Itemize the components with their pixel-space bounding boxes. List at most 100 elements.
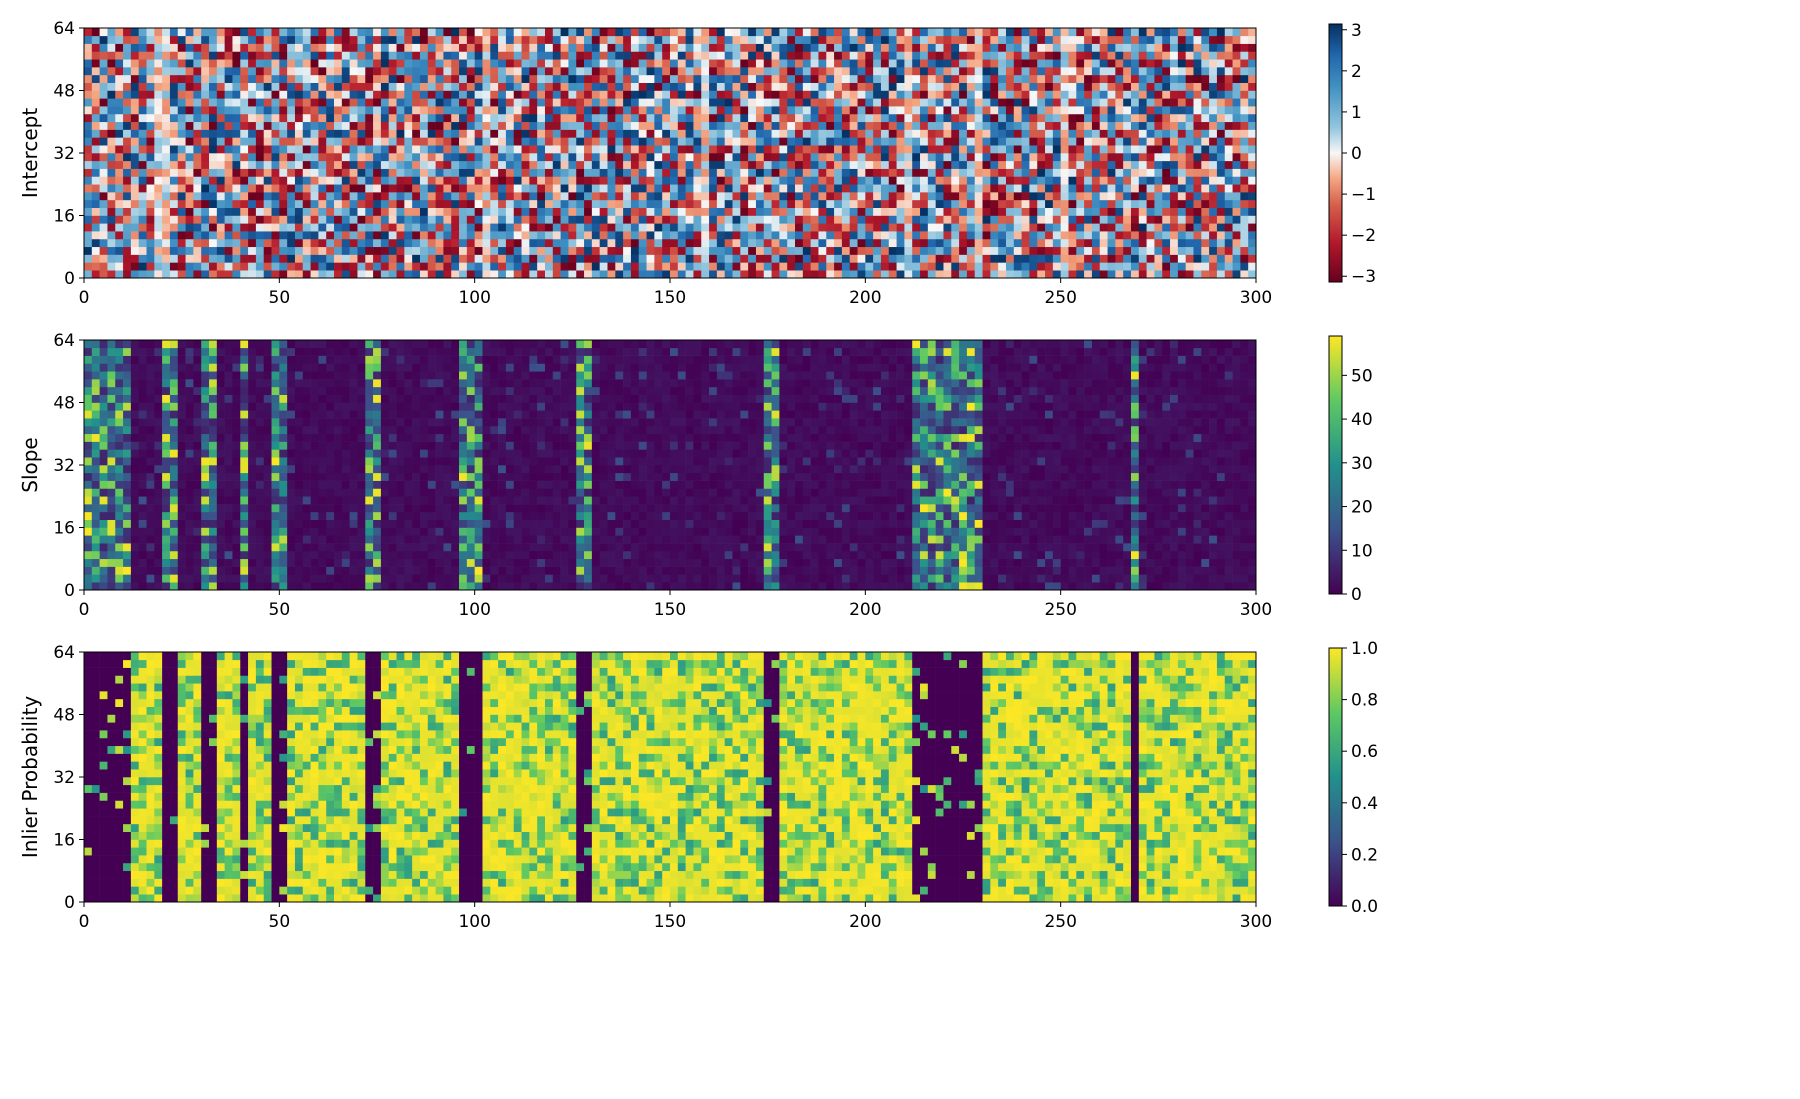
heatmap-cell xyxy=(1240,36,1248,44)
heatmap-cell xyxy=(584,137,592,145)
heatmap-cell xyxy=(217,239,225,247)
heatmap-cell xyxy=(1014,239,1022,247)
heatmap-cell xyxy=(522,145,530,153)
heatmap-cell xyxy=(553,44,561,52)
heatmap-cell xyxy=(990,83,998,91)
heatmap-cell xyxy=(537,130,545,138)
heatmap-cell xyxy=(1068,184,1076,192)
heatmap-cell xyxy=(967,176,975,184)
heatmap-cell xyxy=(943,122,951,130)
heatmap-cell xyxy=(1170,169,1178,177)
heatmap-cell xyxy=(975,216,983,224)
heatmap-cell xyxy=(561,122,569,130)
heatmap-cell xyxy=(373,200,381,208)
heatmap-cell xyxy=(1147,114,1155,122)
heatmap-cell xyxy=(639,231,647,239)
heatmap-cell xyxy=(647,161,655,169)
heatmap-cell xyxy=(147,106,155,114)
heatmap-cell xyxy=(92,145,100,153)
heatmap-cell xyxy=(170,75,178,83)
heatmap-cell xyxy=(740,208,748,216)
heatmap-cell xyxy=(522,59,530,67)
heatmap-cell xyxy=(436,114,444,122)
heatmap-cell xyxy=(834,255,842,263)
heatmap-cell xyxy=(717,28,725,36)
heatmap-cell xyxy=(701,67,709,75)
heatmap-cell xyxy=(397,98,405,106)
heatmap-cell xyxy=(272,184,280,192)
heatmap-cell xyxy=(311,130,319,138)
heatmap-cell xyxy=(107,200,115,208)
heatmap-cell xyxy=(904,262,912,270)
heatmap-cell xyxy=(225,247,233,255)
heatmap-cell xyxy=(522,239,530,247)
heatmap-cell xyxy=(209,223,217,231)
heatmap-cell xyxy=(647,106,655,114)
heatmap-cell xyxy=(826,161,834,169)
heatmap-cell xyxy=(1061,184,1069,192)
heatmap-cell xyxy=(842,262,850,270)
heatmap-cell xyxy=(334,192,342,200)
heatmap-cell xyxy=(154,192,162,200)
heatmap-cell xyxy=(537,169,545,177)
heatmap-cell xyxy=(498,161,506,169)
heatmap-cell xyxy=(803,83,811,91)
heatmap-cell xyxy=(748,114,756,122)
heatmap-cell xyxy=(279,176,287,184)
heatmap-cell xyxy=(631,130,639,138)
heatmap-cell xyxy=(467,153,475,161)
heatmap-cell xyxy=(303,122,311,130)
heatmap-cell xyxy=(272,161,280,169)
heatmap-cell xyxy=(545,91,553,99)
heatmap-cell xyxy=(990,176,998,184)
heatmap-cell xyxy=(584,255,592,263)
heatmap-cell xyxy=(311,91,319,99)
heatmap-cell xyxy=(295,36,303,44)
heatmap-cell xyxy=(975,67,983,75)
heatmap-cell xyxy=(928,91,936,99)
heatmap-cell xyxy=(1193,247,1201,255)
heatmap-cell xyxy=(897,28,905,36)
heatmap-cell xyxy=(834,239,842,247)
heatmap-cell xyxy=(1131,91,1139,99)
heatmap-cell xyxy=(279,184,287,192)
heatmap-cell xyxy=(1233,184,1241,192)
heatmap-cell xyxy=(350,184,358,192)
heatmap-cell xyxy=(1217,184,1225,192)
heatmap-cell xyxy=(1248,208,1256,216)
heatmap-cell xyxy=(1209,130,1217,138)
heatmap-cell xyxy=(115,434,123,442)
heatmap-cell xyxy=(998,130,1006,138)
heatmap-cell xyxy=(232,184,240,192)
heatmap-cell xyxy=(647,255,655,263)
heatmap-cell xyxy=(1201,161,1209,169)
heatmap-cell xyxy=(975,114,983,122)
heatmap-cell xyxy=(576,161,584,169)
heatmap-cell xyxy=(1193,114,1201,122)
heatmap-cell xyxy=(107,91,115,99)
heatmap-cell xyxy=(154,28,162,36)
heatmap-cell xyxy=(248,200,256,208)
heatmap-cell xyxy=(920,106,928,114)
heatmap-cell xyxy=(1053,75,1061,83)
heatmap-cell xyxy=(670,44,678,52)
heatmap-cell xyxy=(803,75,811,83)
heatmap-cell xyxy=(232,161,240,169)
heatmap-cell xyxy=(1217,262,1225,270)
heatmap-cell xyxy=(326,36,334,44)
heatmap-cell xyxy=(295,184,303,192)
heatmap-cell xyxy=(490,59,498,67)
heatmap-cell xyxy=(834,122,842,130)
heatmap-cell xyxy=(178,161,186,169)
heatmap-cell xyxy=(803,247,811,255)
heatmap-cell xyxy=(733,231,741,239)
heatmap-cell xyxy=(920,51,928,59)
heatmap-cell xyxy=(826,106,834,114)
heatmap-cell xyxy=(990,75,998,83)
heatmap-cell xyxy=(84,262,92,270)
heatmap-cell xyxy=(115,36,123,44)
heatmap-cell xyxy=(600,169,608,177)
heatmap-cell xyxy=(100,379,108,387)
heatmap-cell xyxy=(389,75,397,83)
heatmap-cell xyxy=(693,67,701,75)
